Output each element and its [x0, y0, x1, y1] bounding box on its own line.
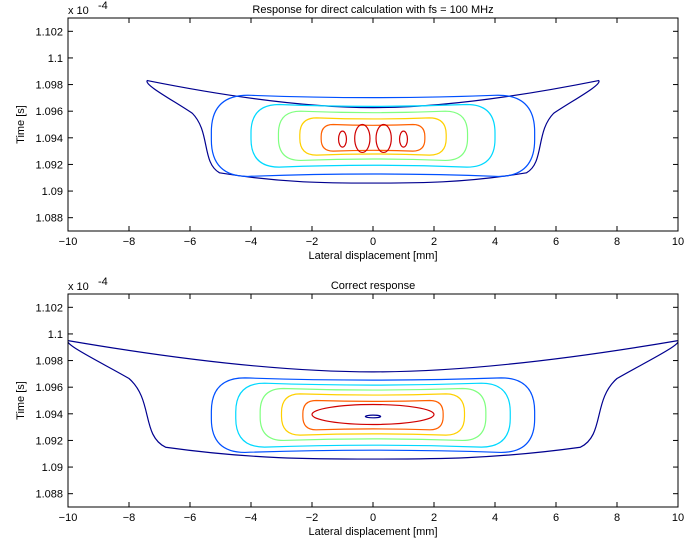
- chart-title: Correct response: [331, 280, 415, 292]
- y-exponent-power: -4: [98, 276, 108, 288]
- y-tick-label: 1.098: [35, 356, 63, 368]
- contour-group: [146, 79, 600, 184]
- x-tick-label: 2: [431, 236, 437, 248]
- y-tick-label: 1.088: [35, 213, 63, 225]
- contour-line: [337, 130, 348, 148]
- contour-line: [250, 103, 496, 168]
- contour-line: [235, 382, 511, 448]
- contour-line: [280, 393, 466, 436]
- x-axis-label: Lateral displacement [mm]: [309, 250, 438, 262]
- plot-frame: [67, 293, 679, 508]
- x-tick-label: −8: [123, 512, 136, 524]
- x-tick-label: −2: [306, 512, 319, 524]
- x-tick-label: −2: [306, 236, 319, 248]
- y-exponent-label: x 10: [68, 5, 89, 17]
- y-exponent-power: -4: [98, 0, 108, 12]
- x-tick-label: 4: [492, 512, 498, 524]
- x-tick-label: 8: [614, 512, 620, 524]
- contour-line: [320, 123, 426, 152]
- x-tick-label: 6: [553, 512, 559, 524]
- x-axis-label: Lateral displacement [mm]: [309, 526, 438, 538]
- contour-line: [68, 339, 678, 460]
- y-axis-label: Time [s]: [15, 105, 27, 144]
- x-tick-label: 4: [492, 236, 498, 248]
- x-tick-label: −6: [184, 236, 197, 248]
- x-tick-label: −4: [245, 512, 258, 524]
- y-tick-label: 1.096: [35, 382, 63, 394]
- y-exponent-label: x 10: [68, 281, 89, 293]
- chart-panel-1: −10 −8 −6 −4 −2 0 2 4 6 8 10 1.088 1.09 1.092 1.094 1.0…: [15, 0, 684, 262]
- y-tick-label: 1.09: [42, 186, 63, 198]
- y-tick-label: 1.094: [35, 409, 63, 421]
- contour-line: [146, 79, 600, 184]
- y-tick-label: 1.1: [48, 329, 63, 341]
- contour-line: [210, 94, 536, 178]
- y-axis-label: Time [s]: [15, 381, 27, 420]
- y-tick-label: 1.098: [35, 80, 63, 92]
- y-tick-label: 1.092: [35, 159, 63, 171]
- x-tick-label: 0: [370, 512, 376, 524]
- contour-line: [299, 117, 447, 156]
- contour-line: [210, 377, 536, 454]
- contour-line: [277, 110, 469, 162]
- x-tick-label: 6: [553, 236, 559, 248]
- y-tick-label: 1.1: [48, 53, 63, 65]
- y-tick-label: 1.09: [42, 462, 63, 474]
- x-tick-label: −4: [245, 236, 258, 248]
- x-tick-label: 8: [614, 236, 620, 248]
- x-tick-label: −8: [123, 236, 136, 248]
- chart-panel-2: −10 −8 −6 −4 −2 0 2 4 6 8 10 1.088 1.09 1.092 1.094 1.0…: [15, 276, 684, 538]
- y-tick-label: 1.102: [35, 302, 63, 314]
- contour-line: [354, 123, 371, 153]
- contour-line: [375, 123, 392, 153]
- y-tick-label: 1.096: [35, 106, 63, 118]
- x-tick-label: 0: [370, 236, 376, 248]
- y-tick-label: 1.102: [35, 26, 63, 38]
- x-tick-label: −10: [59, 236, 78, 248]
- contour-group: [68, 339, 678, 460]
- chart-title: Response for direct calculation with fs …: [252, 4, 493, 16]
- contour-line: [311, 403, 435, 426]
- x-tick-label: 10: [672, 236, 684, 248]
- x-tick-label: −6: [184, 512, 197, 524]
- x-tick-label: 10: [672, 512, 684, 524]
- y-tick-label: 1.092: [35, 435, 63, 447]
- plot-frame: [67, 17, 679, 232]
- contour-line: [364, 414, 382, 419]
- x-tick-label: 2: [431, 512, 437, 524]
- y-tick-label: 1.094: [35, 133, 63, 145]
- contour-line: [259, 387, 487, 442]
- x-tick-label: −10: [59, 512, 78, 524]
- contour-line: [302, 399, 444, 431]
- contour-line: [398, 130, 409, 148]
- y-tick-label: 1.088: [35, 489, 63, 501]
